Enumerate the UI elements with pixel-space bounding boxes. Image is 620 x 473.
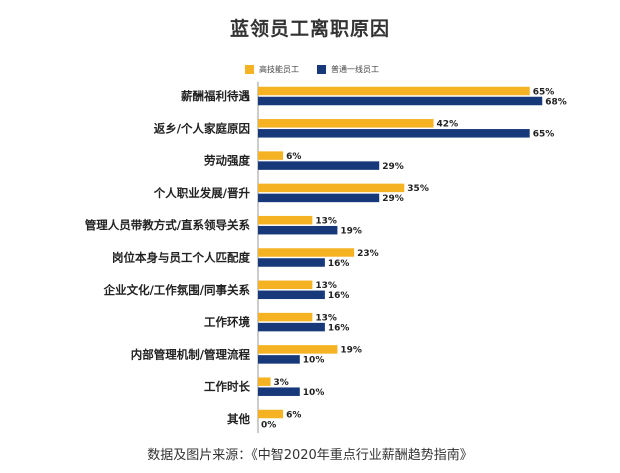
legend-label-high-skill: 高技能员工: [259, 64, 299, 74]
data-label-high-skill: 35%: [407, 184, 429, 194]
data-label-high-skill: 6%: [286, 410, 301, 420]
chart-title: 蓝领员工离职原因: [229, 18, 390, 40]
data-label-high-skill: 19%: [340, 346, 362, 356]
category-label: 个人职业发展/晋升: [153, 186, 251, 200]
bar-frontline: [258, 225, 338, 235]
legend-swatch-frontline: [317, 64, 326, 74]
category-label: 其他: [227, 412, 250, 426]
bar-high-skill: [258, 86, 530, 96]
data-label-high-skill: 42%: [437, 120, 459, 130]
category-label: 返乡/个人家庭原因: [154, 121, 250, 135]
data-label-frontline: 10%: [303, 388, 325, 398]
bar-high-skill: [258, 312, 313, 322]
legend-item-high-skill: 高技能员工: [245, 64, 299, 75]
category-label: 管理人员带教方式/直系领导关系: [85, 218, 251, 232]
data-label-frontline: 68%: [545, 97, 567, 107]
category-label: 工作时长: [204, 380, 250, 394]
legend: 高技能员工 普通一线员工: [245, 63, 397, 75]
data-label-frontline: 65%: [533, 130, 555, 140]
data-label-high-skill: 6%: [286, 152, 301, 162]
bar-frontline: [258, 355, 300, 364]
bar-frontline: [258, 322, 325, 332]
bar-frontline: [258, 96, 543, 106]
data-label-frontline: 29%: [382, 194, 404, 204]
source-note: 数据及图片来源：《中智2020年重点行业薪酬趋势指南》: [147, 448, 473, 463]
category-label: 企业文化/工作氛围/同事关系: [103, 283, 251, 297]
data-label-high-skill: 13%: [315, 281, 337, 291]
legend-item-frontline: 普通一线员工: [317, 64, 379, 75]
data-label-frontline: 16%: [328, 323, 350, 333]
bar-high-skill: [258, 119, 434, 128]
data-label-frontline: 16%: [328, 259, 350, 269]
bar-frontline: [258, 161, 380, 170]
data-label-frontline: 0%: [261, 420, 276, 430]
category-label: 岗位本身与员工个人匹配度: [112, 251, 250, 265]
category-label: 薪酬福利待遇: [181, 89, 250, 103]
bar-frontline: [258, 387, 300, 396]
data-label-frontline: 16%: [328, 291, 350, 301]
bar-high-skill: [258, 183, 405, 193]
data-label-frontline: 19%: [340, 226, 362, 236]
bar-high-skill: [258, 151, 284, 160]
legend-swatch-high-skill: [245, 64, 254, 74]
bar-high-skill: [258, 377, 271, 386]
data-label-frontline: 29%: [382, 162, 404, 172]
bar-frontline: [258, 290, 325, 300]
data-label-high-skill: 65%: [533, 87, 555, 97]
data-label-high-skill: 13%: [315, 216, 337, 226]
data-label-high-skill: 3%: [274, 378, 289, 388]
bar-frontline: [258, 129, 530, 138]
data-label-high-skill: 13%: [315, 313, 337, 323]
bar-high-skill: [258, 345, 338, 354]
category-label: 劳动强度: [204, 154, 250, 168]
bar-frontline: [258, 193, 380, 203]
bar-frontline: [258, 258, 325, 267]
legend-label-frontline: 普通一线员工: [331, 64, 379, 74]
data-label-high-skill: 23%: [357, 249, 379, 259]
bar-high-skill: [258, 248, 355, 257]
category-label: 内部管理机制/管理流程: [131, 347, 251, 361]
bar-high-skill: [258, 215, 313, 225]
bar-high-skill: [258, 409, 284, 419]
category-label: 工作环境: [204, 315, 250, 329]
data-label-frontline: 10%: [303, 356, 325, 366]
bar-chart: 薪酬福利待遇 65%68%返乡/个人家庭原因 42%65%劳动强度 6%29%个人职业…: [85, 81, 567, 434]
bar-high-skill: [258, 280, 313, 290]
